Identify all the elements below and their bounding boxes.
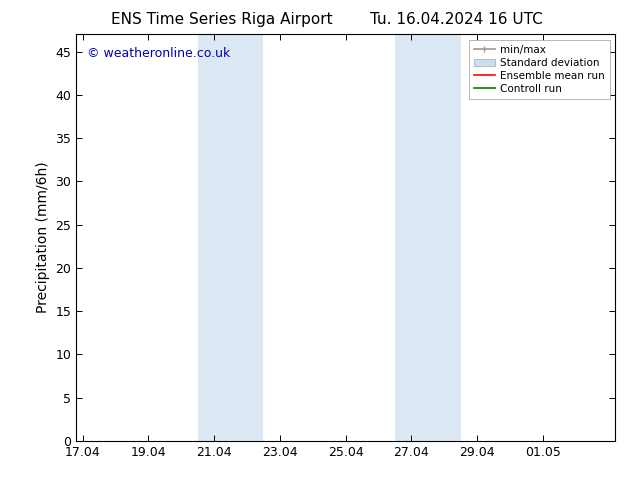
- Bar: [198, 34, 263, 441]
- Text: © weatheronline.co.uk: © weatheronline.co.uk: [87, 47, 230, 59]
- Y-axis label: Precipitation (mm/6h): Precipitation (mm/6h): [36, 162, 50, 314]
- Text: Tu. 16.04.2024 16 UTC: Tu. 16.04.2024 16 UTC: [370, 12, 543, 27]
- Legend: min/max, Standard deviation, Ensemble mean run, Controll run: min/max, Standard deviation, Ensemble me…: [469, 40, 610, 99]
- Bar: [395, 34, 460, 441]
- Text: ENS Time Series Riga Airport: ENS Time Series Riga Airport: [111, 12, 333, 27]
